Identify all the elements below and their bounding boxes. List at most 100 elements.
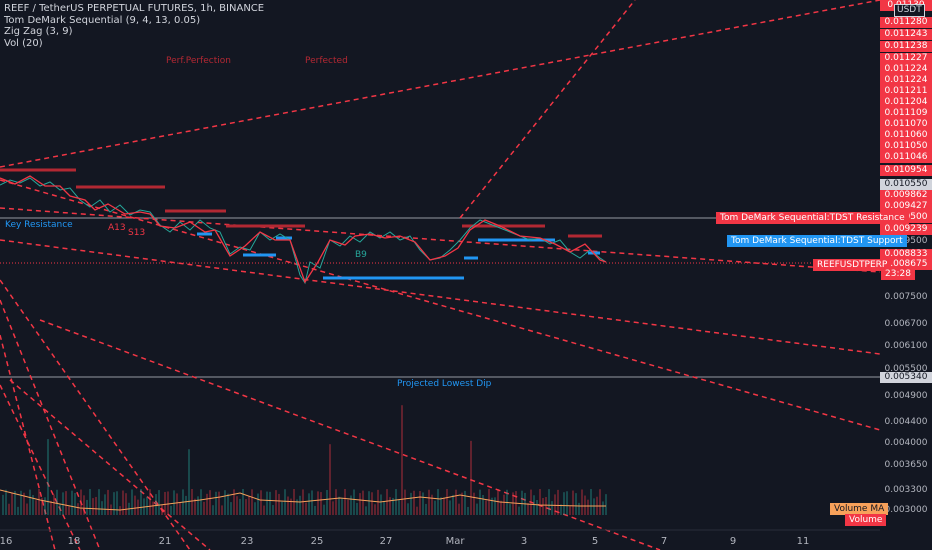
- volume-bar: [38, 489, 40, 515]
- volume-bar: [77, 503, 79, 515]
- volume-bar: [449, 500, 451, 515]
- time-axis-label: 18: [67, 536, 81, 547]
- volume-bar: [299, 495, 301, 515]
- volume-bar: [302, 489, 304, 515]
- time-axis-label: 5: [591, 536, 599, 547]
- currency-badge[interactable]: USDT: [894, 4, 925, 17]
- volume-bar: [446, 489, 448, 515]
- volume-bar: [44, 497, 46, 515]
- volume-bar: [8, 503, 10, 515]
- volume-bar: [287, 496, 289, 515]
- volume-bar: [308, 493, 310, 515]
- price-axis-label: 0.003000: [884, 505, 928, 515]
- price-axis-label: 0.004900: [884, 391, 928, 401]
- volume-bar: [386, 489, 388, 515]
- price-axis-label: 0.008675: [880, 259, 932, 270]
- volume-bar: [254, 502, 256, 515]
- volume-bar: [92, 498, 94, 515]
- volume-bar: [209, 490, 211, 515]
- price-axis-label: 0.003650: [884, 460, 928, 470]
- volume-bar: [416, 506, 418, 515]
- price-axis-label: 0.004400: [884, 417, 928, 427]
- time-axis-label: 27: [379, 536, 393, 547]
- volume-bar: [206, 493, 208, 515]
- volume-bar: [221, 505, 223, 515]
- volume-bar: [131, 489, 133, 515]
- volume-bar: [89, 489, 91, 515]
- volume-bar: [500, 500, 502, 515]
- volume-bar: [62, 492, 64, 515]
- volume-bar: [170, 505, 172, 515]
- volume-bar: [173, 490, 175, 515]
- volume-bar: [278, 493, 280, 515]
- price-axis-label: 0.011070: [880, 119, 932, 130]
- volume-bar: [305, 502, 307, 515]
- volume-bar: [65, 491, 67, 515]
- volume-bar: [587, 499, 589, 515]
- volume-bar: [425, 503, 427, 515]
- volume-bar: [122, 490, 124, 515]
- price-axis-label: 0.009239: [880, 224, 932, 235]
- volume-bar: [557, 489, 559, 515]
- volume-bar: [200, 489, 202, 515]
- volume-bar: [242, 489, 244, 515]
- indicator-volume[interactable]: Vol (20): [4, 37, 43, 49]
- volume-bar: [203, 501, 205, 515]
- volume-bar: [536, 499, 538, 515]
- volume-bar: [353, 489, 355, 515]
- volume-ma-tag: Volume MA: [830, 503, 889, 515]
- volume-bar: [20, 490, 22, 515]
- volume-bar: [452, 494, 454, 515]
- volume-bar: [317, 491, 319, 515]
- volume-bar: [311, 490, 313, 515]
- a13-label: A13: [108, 223, 126, 233]
- volume-bar: [104, 494, 106, 515]
- volume-bar: [146, 496, 148, 515]
- volume-bar: [29, 489, 31, 515]
- volume-bar: [284, 489, 286, 515]
- volume-bar: [119, 506, 121, 515]
- perfection-label: Perf.Perfection: [166, 56, 231, 66]
- volume-bar: [413, 490, 415, 515]
- price-axis-label: 0.010954: [880, 165, 932, 176]
- volume-bar: [533, 495, 535, 515]
- volume-bar: [479, 489, 481, 515]
- indicator-td-sequential[interactable]: Tom DeMark Sequential (9, 4, 13, 0.05): [4, 14, 201, 26]
- price-axis-label: 0.006700: [884, 319, 928, 329]
- volume-bar: [530, 489, 532, 515]
- volume-bar: [269, 491, 271, 515]
- volume-bar: [374, 504, 376, 515]
- price-axis-label: 0.011280: [880, 17, 932, 28]
- volume-bar: [539, 489, 541, 515]
- tdst-support-tag: Tom DeMark Sequential:TDST Support: [727, 235, 907, 247]
- volume-bar: [194, 498, 196, 515]
- volume-bar: [410, 492, 412, 515]
- volume-bar: [518, 506, 520, 515]
- volume-bar: [347, 499, 349, 515]
- time-axis-label: 11: [796, 536, 810, 547]
- symbol-title[interactable]: REEF / TetherUS PERPETUAL FUTURES, 1h, B…: [4, 3, 265, 14]
- volume-bar: [581, 489, 583, 515]
- volume-bar: [419, 491, 421, 515]
- price-axis-label: 0.011109: [880, 108, 932, 119]
- volume-bar: [503, 494, 505, 515]
- indicator-zigzag[interactable]: Zig Zag (3, 9): [4, 26, 73, 37]
- volume-bar: [5, 489, 7, 515]
- time-axis-label: 9: [729, 536, 737, 547]
- volume-bar: [23, 492, 25, 515]
- volume-bar: [467, 506, 469, 515]
- volume-bar: [113, 492, 115, 515]
- volume-bar: [179, 502, 181, 515]
- volume-bar: [266, 491, 268, 515]
- volume-bar: [344, 489, 346, 515]
- volume-bar: [521, 490, 523, 515]
- time-axis-label: Mar: [445, 536, 465, 547]
- volume-bar: [161, 504, 163, 515]
- volume-bar: [197, 496, 199, 515]
- price-axis-label: 0.011238: [880, 41, 932, 52]
- volume-bar: [485, 500, 487, 515]
- time-axis-label: 23: [240, 536, 254, 547]
- volume-bar: [551, 501, 553, 515]
- volume-bar: [494, 497, 496, 515]
